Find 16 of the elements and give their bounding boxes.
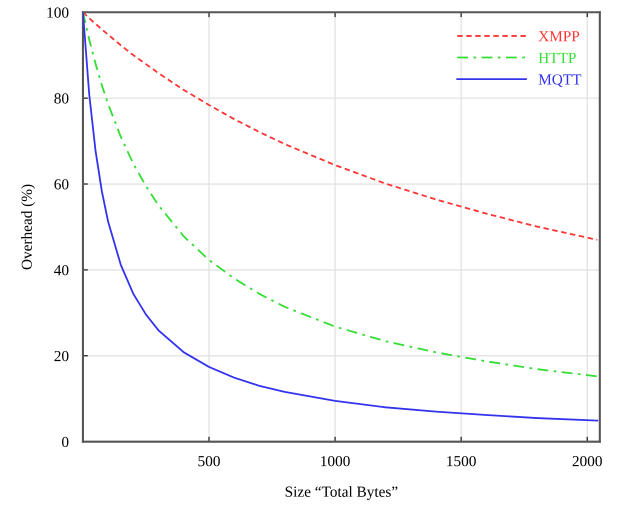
y-tick-label: 100 (47, 7, 68, 18)
x-tick-label: 500 (198, 456, 220, 466)
legend-label: HTTP (538, 52, 576, 63)
line-series (82, 12, 598, 241)
legend-label: MQTT (538, 74, 582, 87)
x-axis-title: Size “Total Bytes” (286, 486, 398, 500)
y-axis-title: Overhead (%) (21, 184, 36, 270)
legend-label: XMPP (538, 31, 580, 42)
y-tick-label: 60 (54, 179, 68, 190)
y-tick-label: 80 (54, 93, 68, 104)
x-tick-label: 1000 (321, 456, 350, 466)
y-tick-label: 20 (54, 350, 68, 362)
x-tick-label: 2000 (572, 456, 602, 466)
x-tick-label: 1500 (447, 456, 476, 466)
y-tick-label: 0 (62, 436, 68, 448)
y-tick-label: 40 (54, 265, 68, 276)
